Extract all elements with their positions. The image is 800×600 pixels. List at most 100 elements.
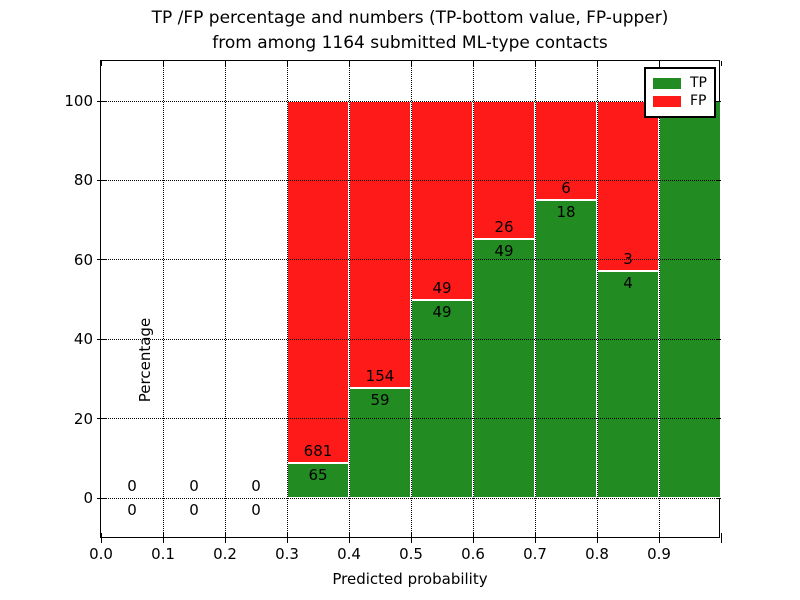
y-tick-mark bbox=[97, 179, 106, 181]
bar-label-tp: 49 bbox=[432, 302, 452, 321]
tp-swatch-icon bbox=[653, 78, 681, 89]
x-tick-mark bbox=[286, 533, 288, 543]
x-tick-mark bbox=[596, 61, 598, 66]
bar-segment-tp bbox=[473, 238, 535, 498]
bar-label-fp: 681 bbox=[303, 442, 333, 461]
bar-segment-tp bbox=[349, 388, 411, 498]
x-tick-mark bbox=[658, 61, 660, 66]
fp-swatch-icon bbox=[653, 96, 681, 107]
bar-segment-fp bbox=[287, 101, 349, 464]
bar-label-fp: 0 bbox=[251, 477, 261, 495]
gridline-x bbox=[596, 61, 598, 537]
y-tick-label: 100 bbox=[64, 92, 93, 110]
legend-item-tp: TP bbox=[653, 75, 714, 92]
x-tick-label: 0.8 bbox=[585, 545, 609, 563]
legend-item-fp: FP bbox=[653, 93, 714, 110]
y-tick-mark bbox=[716, 259, 721, 261]
x-tick-mark bbox=[286, 61, 288, 66]
x-tick-mark bbox=[534, 61, 536, 66]
y-tick-mark bbox=[716, 179, 721, 181]
x-tick-mark bbox=[100, 533, 102, 543]
chart-title-line1: TP /FP percentage and numbers (TP-bottom… bbox=[151, 8, 669, 28]
y-tick-mark bbox=[97, 100, 106, 102]
x-tick-label: 0.7 bbox=[523, 545, 547, 563]
x-tick-label: 0.6 bbox=[461, 545, 485, 563]
y-tick-mark bbox=[716, 497, 721, 499]
x-tick-mark bbox=[410, 61, 412, 66]
bar-segment-tp bbox=[597, 271, 659, 498]
bar-label-fp: 154 bbox=[365, 367, 395, 386]
y-tick-label: 20 bbox=[73, 409, 93, 428]
bar-label-fp: 0 bbox=[189, 477, 199, 495]
bar-segment-tp bbox=[535, 200, 597, 498]
gridline-y bbox=[101, 338, 719, 340]
x-tick-mark bbox=[100, 61, 102, 66]
legend-label-tp: TP bbox=[690, 75, 707, 91]
bar-segment-tp bbox=[659, 101, 721, 498]
legend: TP FP bbox=[644, 67, 716, 118]
gridline-x bbox=[162, 61, 164, 537]
bar-segment-tp bbox=[411, 299, 473, 498]
bar-label-tp: 0 bbox=[189, 501, 199, 519]
x-tick-mark bbox=[162, 61, 164, 66]
x-tick-mark bbox=[658, 533, 660, 543]
x-tick-label: 0.4 bbox=[337, 545, 361, 563]
x-tick-label: 0.2 bbox=[213, 545, 237, 563]
x-tick-mark bbox=[410, 533, 412, 543]
gridline-x bbox=[410, 61, 412, 537]
bar-label-fp: 0 bbox=[127, 477, 137, 495]
x-tick-mark bbox=[348, 61, 350, 66]
plot-area: Percentage 0 0 0 0 0 0 681 65 154 59 49 49 26 49 6 18 3 4… bbox=[64, 60, 722, 563]
y-tick-mark bbox=[716, 418, 721, 420]
legend-label-fp: FP bbox=[690, 93, 707, 109]
x-tick-label: 0.5 bbox=[399, 545, 423, 563]
bar-segment-tp bbox=[287, 463, 349, 498]
bar-label-tp: 59 bbox=[370, 391, 390, 410]
bar-label-tp: 18 bbox=[556, 203, 576, 222]
x-tick-mark bbox=[224, 61, 226, 66]
gridline-x bbox=[534, 61, 536, 537]
y-tick-label: 0 bbox=[83, 489, 93, 507]
gridline-x bbox=[224, 61, 226, 537]
gridline-y bbox=[101, 259, 719, 261]
x-tick-mark bbox=[720, 61, 722, 66]
y-tick-label: 60 bbox=[73, 250, 93, 269]
chart-title: TP /FP percentage and numbers (TP-bottom… bbox=[100, 6, 720, 56]
bar-label-fp: 26 bbox=[494, 217, 514, 236]
bar-segment-fp bbox=[597, 101, 659, 272]
bar-label-fp: 49 bbox=[432, 278, 452, 297]
y-tick-mark bbox=[97, 338, 106, 340]
y-tick-mark bbox=[716, 100, 721, 102]
y-tick-label: 80 bbox=[73, 171, 93, 190]
gridline-y bbox=[101, 179, 719, 181]
x-tick-mark bbox=[472, 61, 474, 66]
y-tick-mark bbox=[97, 259, 106, 261]
x-tick-mark bbox=[720, 533, 722, 543]
bar-label-fp: 3 bbox=[623, 250, 633, 269]
x-tick-mark bbox=[472, 533, 474, 543]
x-tick-label: 0.9 bbox=[647, 545, 671, 563]
chart-title-line2: from among 1164 submitted ML-type contac… bbox=[212, 33, 608, 53]
x-tick-label: 0.0 bbox=[89, 545, 113, 563]
gridline-y bbox=[101, 100, 719, 102]
gridline-x bbox=[658, 61, 660, 537]
bar-label-fp: 6 bbox=[561, 179, 571, 198]
gridline-y bbox=[101, 497, 719, 499]
bar-label-tp: 65 bbox=[308, 466, 328, 485]
gridline-y bbox=[101, 418, 719, 420]
bar-label-tp: 0 bbox=[127, 501, 137, 519]
x-tick-mark bbox=[224, 533, 226, 543]
x-tick-label: 0.3 bbox=[275, 545, 299, 563]
y-tick-mark bbox=[97, 418, 106, 420]
x-axis-label: Predicted probability bbox=[332, 570, 488, 588]
x-tick-mark bbox=[162, 533, 164, 543]
x-tick-mark bbox=[534, 533, 536, 543]
bar-segment-fp bbox=[349, 101, 411, 389]
bar-segment-fp bbox=[411, 101, 473, 300]
y-tick-label: 40 bbox=[73, 330, 93, 349]
bar-label-tp: 0 bbox=[251, 501, 261, 519]
gridline-x bbox=[472, 61, 474, 537]
y-tick-mark bbox=[97, 497, 106, 499]
x-tick-mark bbox=[596, 533, 598, 543]
